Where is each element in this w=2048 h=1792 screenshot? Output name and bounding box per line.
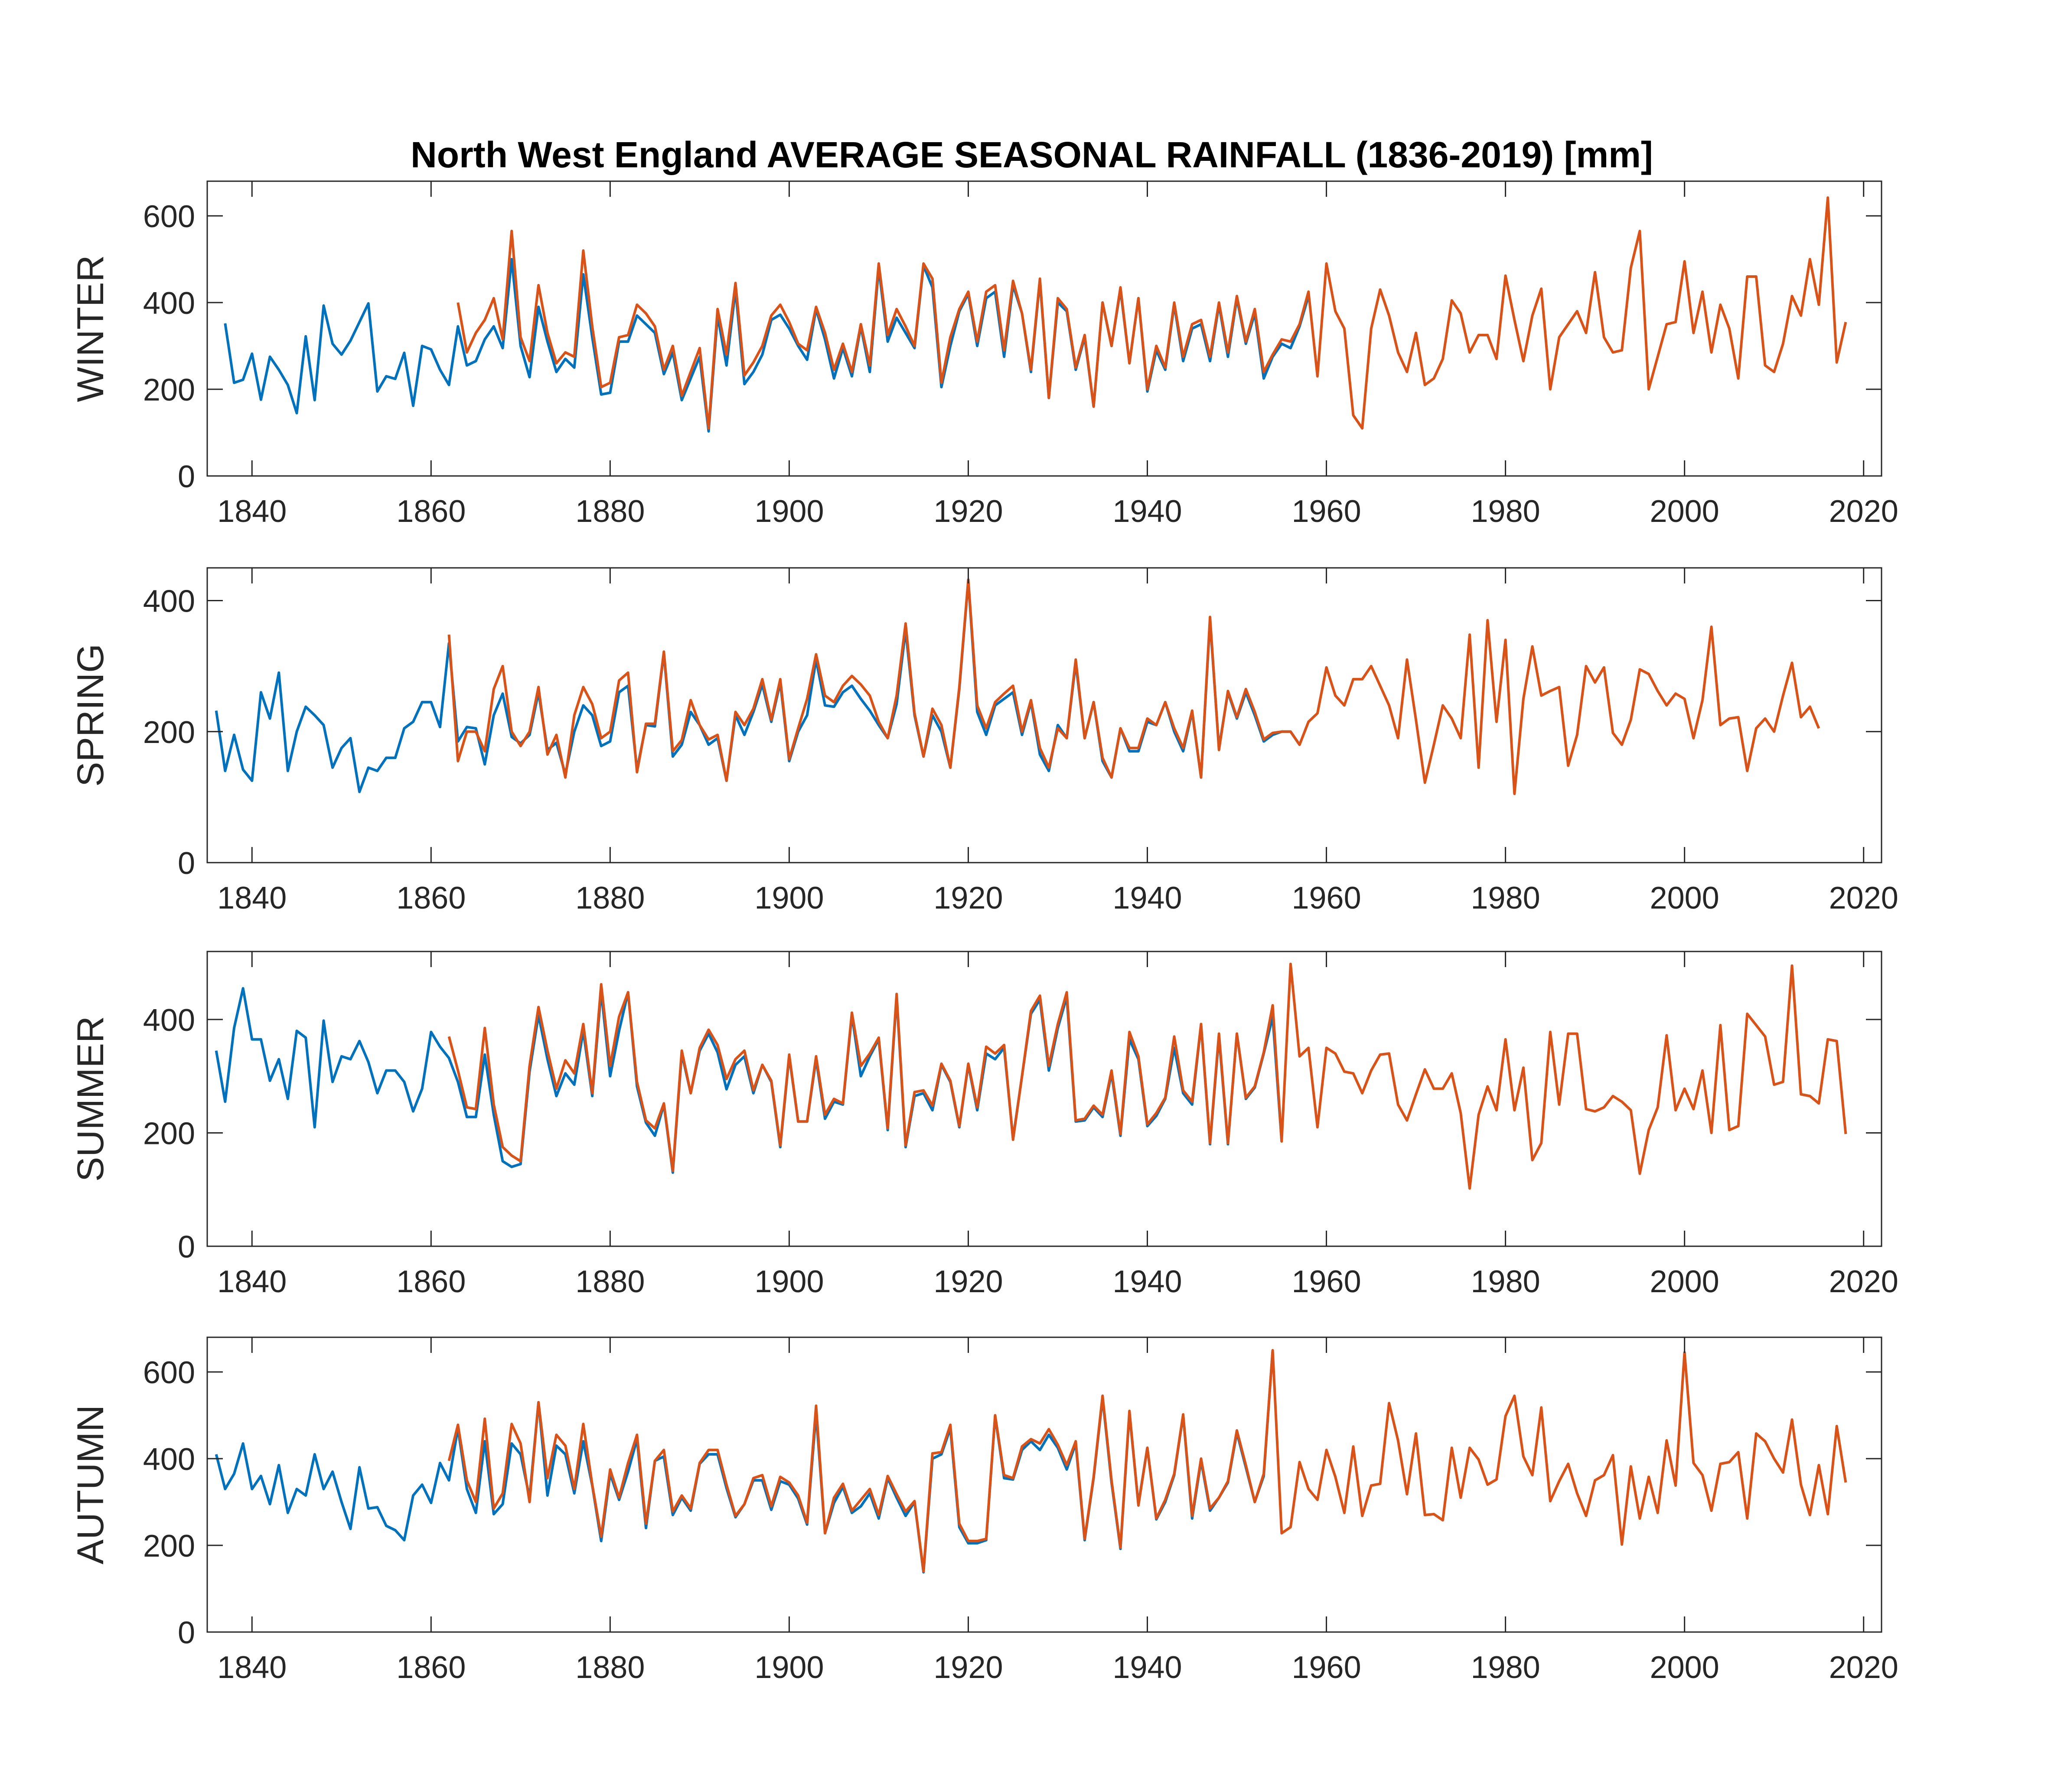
x-tick-label: 1960 xyxy=(1291,1650,1361,1685)
x-tick-label: 1860 xyxy=(396,1264,466,1299)
y-axis-label: WINTER xyxy=(70,255,111,402)
x-tick-label: 2020 xyxy=(1829,494,1898,529)
x-tick-label: 1920 xyxy=(933,1264,1003,1299)
panel-autumn: 1840 1860 1880 1900 1920 1940 1960 1980 2000 2020… xyxy=(70,1336,1898,1685)
y-tick-label: 200 xyxy=(143,1529,195,1564)
x-tick-label: 2000 xyxy=(1650,881,1719,916)
y-axis-label: AUTUMN xyxy=(70,1405,111,1564)
x-tick-label: 1860 xyxy=(396,1650,466,1685)
y-tick-label: 0 xyxy=(178,1616,195,1650)
x-tick-label: 1940 xyxy=(1112,494,1182,529)
x-tick-label: 1920 xyxy=(933,1650,1003,1685)
x-tick-label: 2000 xyxy=(1650,1650,1719,1685)
x-tick-label: 1840 xyxy=(217,494,287,529)
chart-title: North West England AVERAGE SEASONAL RAIN… xyxy=(411,134,1653,175)
y-tick-label: 400 xyxy=(143,1003,195,1038)
panel-winter: 1840 1860 1880 1900 1920 1940 1960 1980 2000 2020… xyxy=(70,180,1898,529)
x-tick-label: 1980 xyxy=(1471,1264,1540,1299)
panel-summer: 1840 1860 1880 1900 1920 1940 1960 1980 2000 2020… xyxy=(70,951,1898,1299)
y-tick-label: 200 xyxy=(143,715,195,750)
x-tick-label: 1980 xyxy=(1471,881,1540,916)
x-tick-label: 1840 xyxy=(217,1264,287,1299)
axes-frame xyxy=(206,567,1882,863)
x-tick-label: 1880 xyxy=(575,881,645,916)
x-tick-label: 1960 xyxy=(1291,494,1361,529)
x-tick-label: 2020 xyxy=(1829,881,1898,916)
series-line-2 xyxy=(447,578,1820,795)
x-tick-label: 1960 xyxy=(1291,881,1361,916)
x-tick-label: 1920 xyxy=(933,881,1003,916)
y-tick-label: 400 xyxy=(143,584,195,619)
x-tick-label: 1840 xyxy=(217,1650,287,1685)
y-tick-label: 200 xyxy=(143,1116,195,1151)
y-tick-label: 600 xyxy=(143,1355,195,1390)
series-line-2 xyxy=(457,196,1847,430)
panels: 1840 1860 1880 1900 1920 1940 1960 1980 2000 2020… xyxy=(70,180,1898,1685)
x-tick-label: 1880 xyxy=(575,1650,645,1685)
series-line-2 xyxy=(447,1349,1847,1573)
x-tick-label: 1980 xyxy=(1471,494,1540,529)
x-tick-label: 1940 xyxy=(1112,1264,1182,1299)
y-tick-label: 0 xyxy=(178,846,195,881)
axes-frame xyxy=(206,1336,1882,1633)
panel-spring: 1840 1860 1880 1900 1920 1940 1960 1980 2000 2020… xyxy=(70,567,1898,916)
x-tick-label: 1940 xyxy=(1112,1650,1182,1685)
y-tick-label: 600 xyxy=(143,199,195,234)
plot-area xyxy=(207,1337,1882,1632)
y-tick-label: 0 xyxy=(178,1230,195,1264)
plot-area xyxy=(207,568,1882,863)
x-tick-label: 2020 xyxy=(1829,1264,1898,1299)
x-tick-label: 1880 xyxy=(575,1264,645,1299)
x-tick-label: 1920 xyxy=(933,494,1003,529)
x-tick-label: 1960 xyxy=(1291,1264,1361,1299)
y-tick-label: 400 xyxy=(143,286,195,321)
x-tick-label: 1860 xyxy=(396,881,466,916)
x-tick-label: 1880 xyxy=(575,494,645,529)
axes-frame xyxy=(206,180,1882,477)
y-tick-label: 200 xyxy=(143,373,195,407)
x-tick-label: 1900 xyxy=(754,881,824,916)
x-tick-label: 1840 xyxy=(217,881,287,916)
y-tick-label: 400 xyxy=(143,1442,195,1477)
axes-frame xyxy=(206,951,1882,1247)
y-axis-label: SUMMER xyxy=(70,1016,111,1182)
x-tick-label: 1980 xyxy=(1471,1650,1540,1685)
x-tick-label: 2000 xyxy=(1650,494,1719,529)
x-tick-label: 1900 xyxy=(754,1264,824,1299)
x-tick-label: 1860 xyxy=(396,494,466,529)
y-axis-label: SPRING xyxy=(70,644,111,787)
x-tick-label: 2020 xyxy=(1829,1650,1898,1685)
series-line-2 xyxy=(447,962,1847,1190)
x-tick-label: 1900 xyxy=(754,1650,824,1685)
plot-area xyxy=(207,951,1882,1246)
x-tick-label: 1940 xyxy=(1112,881,1182,916)
x-tick-label: 1900 xyxy=(754,494,824,529)
y-tick-label: 0 xyxy=(178,459,195,494)
x-tick-label: 2000 xyxy=(1650,1264,1719,1299)
